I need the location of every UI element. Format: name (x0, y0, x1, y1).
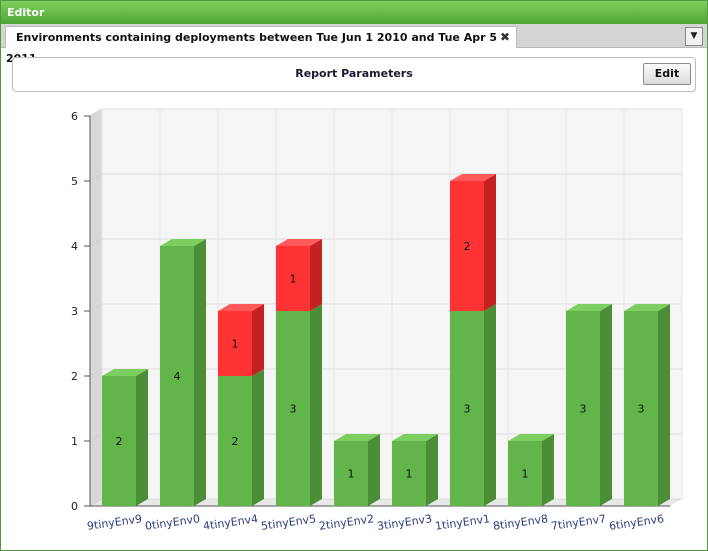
x-tick-label: 6tinyEnv6 (608, 512, 665, 533)
bar-side (310, 304, 322, 506)
bar-side (600, 304, 612, 506)
data-label: 3 (580, 403, 587, 416)
y-tick-label: 4 (71, 240, 78, 253)
gridline-side (89, 433, 103, 442)
bar-segment (160, 246, 194, 506)
chevron-down-icon[interactable]: ▼ (685, 27, 703, 46)
bar-segment (624, 311, 658, 506)
tab-report[interactable]: Environments containing deployments betw… (5, 26, 517, 65)
gridline-side (89, 498, 103, 507)
edit-button[interactable]: Edit (643, 63, 691, 85)
bar-segment (450, 311, 484, 506)
y-tick-label: 2 (71, 370, 78, 383)
bar-side (310, 239, 322, 311)
gridline-side (89, 173, 103, 182)
gridline-side (89, 303, 103, 312)
report-parameters-panel: Report Parameters (12, 57, 696, 92)
bar-top (450, 174, 496, 181)
y-tick-label: 1 (71, 435, 78, 448)
data-label: 2 (232, 435, 239, 448)
bar-top (160, 239, 206, 246)
y-tick-label: 0 (71, 500, 78, 513)
data-label: 1 (522, 468, 529, 481)
x-tick-label: 2tinyEnv2 (318, 512, 375, 533)
x-tick-label: 3tinyEnv3 (376, 512, 433, 533)
y-tick-label: 3 (71, 305, 78, 318)
x-tick-label: 9tinyEnv9 (86, 512, 143, 533)
bar-segment (218, 376, 252, 506)
tab-bar: Environments containing deployments betw… (1, 24, 707, 65)
bar-side (542, 434, 554, 506)
bar-side (658, 304, 670, 506)
data-label: 3 (290, 403, 297, 416)
bar-top (392, 434, 438, 441)
bar-top (218, 304, 264, 311)
bar-top (102, 369, 148, 376)
bar-segment (392, 441, 426, 506)
bar-side (426, 434, 438, 506)
bar-top (508, 434, 554, 441)
y-tick-label: 5 (71, 175, 78, 188)
data-label: 3 (638, 403, 645, 416)
x-tick-label: 4tinyEnv4 (202, 512, 259, 533)
data-label: 2 (116, 435, 123, 448)
close-icon[interactable]: ✖ (499, 30, 510, 44)
bar-side (252, 304, 264, 376)
bar-segment (334, 441, 368, 506)
bar-side (368, 434, 380, 506)
data-label: 1 (232, 338, 239, 351)
data-label: 1 (290, 273, 297, 286)
bar-segment (508, 441, 542, 506)
window-title: Editor (7, 6, 45, 19)
bar-side (252, 369, 264, 506)
gridline-side (89, 368, 103, 377)
bar-segment (566, 311, 600, 506)
y-tick-label: 6 (71, 110, 78, 123)
window-titlebar: Editor (1, 1, 707, 24)
x-tick-label: 1tinyEnv1 (434, 512, 491, 533)
data-label: 4 (174, 370, 181, 383)
data-label: 1 (406, 468, 413, 481)
bar-top (566, 304, 612, 311)
gridline-side (89, 108, 103, 117)
bar-segment (450, 181, 484, 311)
bar-top (624, 304, 670, 311)
bar-side (484, 304, 496, 506)
data-label: 1 (348, 468, 355, 481)
bar-side (194, 239, 206, 506)
stacked-bar-chart: 0 1 2 3 4 5 6 2 9tinyEnv9 4 0tinyEnv0 2 1 4tinyEnv4 3 1… (71, 108, 683, 533)
bar-side (136, 369, 148, 506)
bar-top (334, 434, 380, 441)
bar-segment (102, 376, 136, 506)
gridline-side (89, 238, 103, 247)
bar-side (484, 174, 496, 311)
x-tick-label: 5tinyEnv5 (260, 512, 317, 533)
bar-top (276, 239, 322, 246)
bar-segment (276, 311, 310, 506)
bar-segment (218, 311, 252, 376)
report-parameters-title: Report Parameters (295, 67, 413, 80)
data-label: 3 (464, 403, 471, 416)
x-tick-label: 8tinyEnv8 (492, 512, 549, 533)
data-label: 2 (464, 240, 471, 253)
bar-segment (276, 246, 310, 311)
x-tick-label: 0tinyEnv0 (144, 512, 201, 533)
x-tick-label: 7tinyEnv7 (550, 512, 607, 533)
